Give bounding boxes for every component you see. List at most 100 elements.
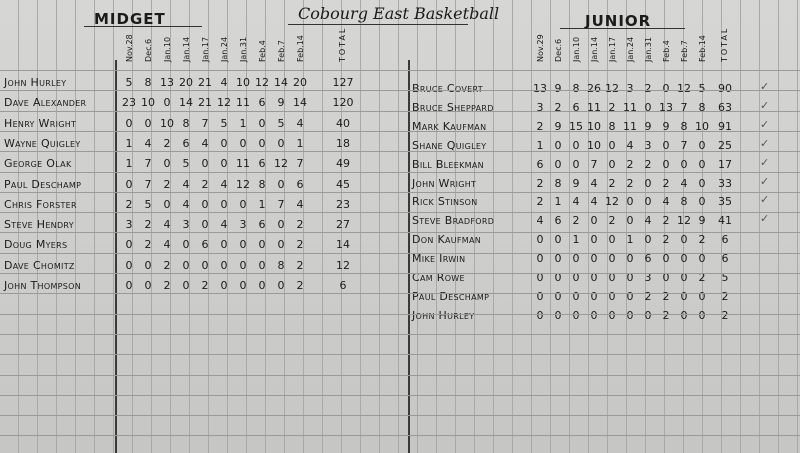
score-cell: 0: [608, 157, 616, 171]
score-cell: 9: [554, 82, 562, 95]
player-name: Wayne Quigley: [4, 136, 81, 150]
score-cell: 0: [258, 258, 266, 272]
score-cell: 0: [277, 238, 285, 252]
score-cell: 7: [680, 100, 688, 114]
total-cell: 91: [718, 119, 732, 133]
score-cell: 1: [554, 195, 562, 209]
date-header: Dec.6: [144, 38, 153, 62]
player-name: Doug Myers: [4, 238, 68, 252]
player-name: Chris Forster: [4, 197, 77, 211]
score-cell: 9: [554, 119, 562, 133]
score-cell: 0: [201, 197, 209, 211]
score-cell: 2: [125, 197, 133, 211]
score-cell: 0: [554, 289, 562, 303]
score-cell: 0: [626, 289, 634, 303]
score-cell: 0: [201, 157, 209, 171]
player-name: John Hurley: [412, 308, 475, 322]
score-cell: 1: [125, 136, 133, 150]
score-cell: 9: [572, 176, 580, 190]
total-cell: 49: [336, 157, 350, 171]
score-cell: 12: [274, 157, 288, 171]
score-cell: 0: [698, 308, 706, 322]
date-header: Feb.4: [662, 40, 671, 62]
total-cell: 63: [718, 100, 732, 114]
score-cell: 0: [608, 233, 616, 247]
score-cell: 1: [572, 233, 580, 247]
total-cell: 40: [336, 116, 350, 130]
score-cell: 12: [677, 214, 691, 228]
score-cell: 0: [182, 258, 190, 272]
score-cell: 9: [644, 119, 652, 133]
score-cell: 0: [258, 238, 266, 252]
score-cell: 0: [662, 271, 670, 284]
ruled-line: [0, 192, 800, 193]
score-cell: 2: [144, 218, 152, 232]
score-cell: 0: [662, 157, 670, 171]
score-cell: 6: [258, 96, 266, 110]
score-cell: 2: [608, 100, 616, 114]
score-cell: 2: [536, 119, 544, 133]
score-cell: 4: [220, 177, 228, 191]
score-cell: 9: [698, 214, 706, 228]
score-cell: 2: [163, 279, 171, 292]
score-cell: 2: [608, 176, 616, 190]
score-cell: 2: [662, 308, 670, 322]
score-cell: 2: [608, 214, 616, 228]
score-cell: 0: [572, 289, 580, 303]
player-name: Bruce Covert: [412, 82, 483, 95]
score-cell: 0: [220, 136, 228, 150]
score-cell: 0: [680, 289, 688, 303]
score-cell: 14: [179, 96, 193, 110]
score-cell: 2: [163, 136, 171, 150]
date-header: Jan.14: [590, 36, 599, 62]
score-cell: 14: [293, 96, 307, 110]
score-cell: 10: [236, 76, 250, 89]
score-cell: 12: [677, 82, 691, 95]
score-cell: 8: [277, 258, 285, 272]
score-cell: 8: [680, 195, 688, 209]
score-cell: 0: [201, 218, 209, 232]
score-cell: 0: [536, 271, 544, 284]
score-cell: 11: [623, 119, 637, 133]
score-cell: 0: [258, 136, 266, 150]
score-cell: 21: [198, 96, 212, 110]
player-name: Rick Stinson: [412, 195, 478, 209]
score-cell: 6: [572, 100, 580, 114]
player-name: Henry Wright: [4, 116, 77, 130]
total-cell: 35: [718, 195, 732, 209]
score-cell: 0: [590, 289, 598, 303]
score-cell: 0: [144, 279, 152, 292]
score-cell: 2: [662, 289, 670, 303]
score-cell: 0: [608, 271, 616, 284]
ruled-line: [0, 435, 800, 436]
score-cell: 15: [569, 119, 583, 133]
score-cell: 0: [572, 157, 580, 171]
ruled-line: [0, 253, 800, 254]
score-cell: 4: [296, 197, 304, 211]
player-name: Bruce Sheppard: [412, 100, 494, 114]
score-cell: 9: [277, 96, 285, 110]
ruled-line: [0, 375, 800, 376]
score-cell: 0: [220, 197, 228, 211]
check-mark-icon: ✓: [760, 80, 770, 93]
score-cell: 0: [590, 233, 598, 247]
score-cell: 2: [163, 258, 171, 272]
score-cell: 2: [644, 289, 652, 303]
score-cell: 0: [608, 138, 616, 152]
score-cell: 5: [125, 76, 133, 89]
player-name: Paul Deschamp: [412, 289, 490, 303]
score-cell: 0: [163, 157, 171, 171]
score-cell: 0: [698, 157, 706, 171]
total-cell: 6: [721, 252, 729, 266]
score-cell: 0: [626, 271, 634, 284]
score-cell: 0: [554, 252, 562, 266]
score-cell: 0: [239, 136, 247, 150]
ruled-line: [0, 415, 800, 416]
total-cell: 6: [339, 279, 347, 292]
date-header: Jan.14: [182, 36, 191, 62]
ruled-line: [0, 334, 800, 335]
score-cell: 8: [572, 82, 580, 95]
score-cell: 0: [125, 258, 133, 272]
score-cell: 4: [182, 197, 190, 211]
